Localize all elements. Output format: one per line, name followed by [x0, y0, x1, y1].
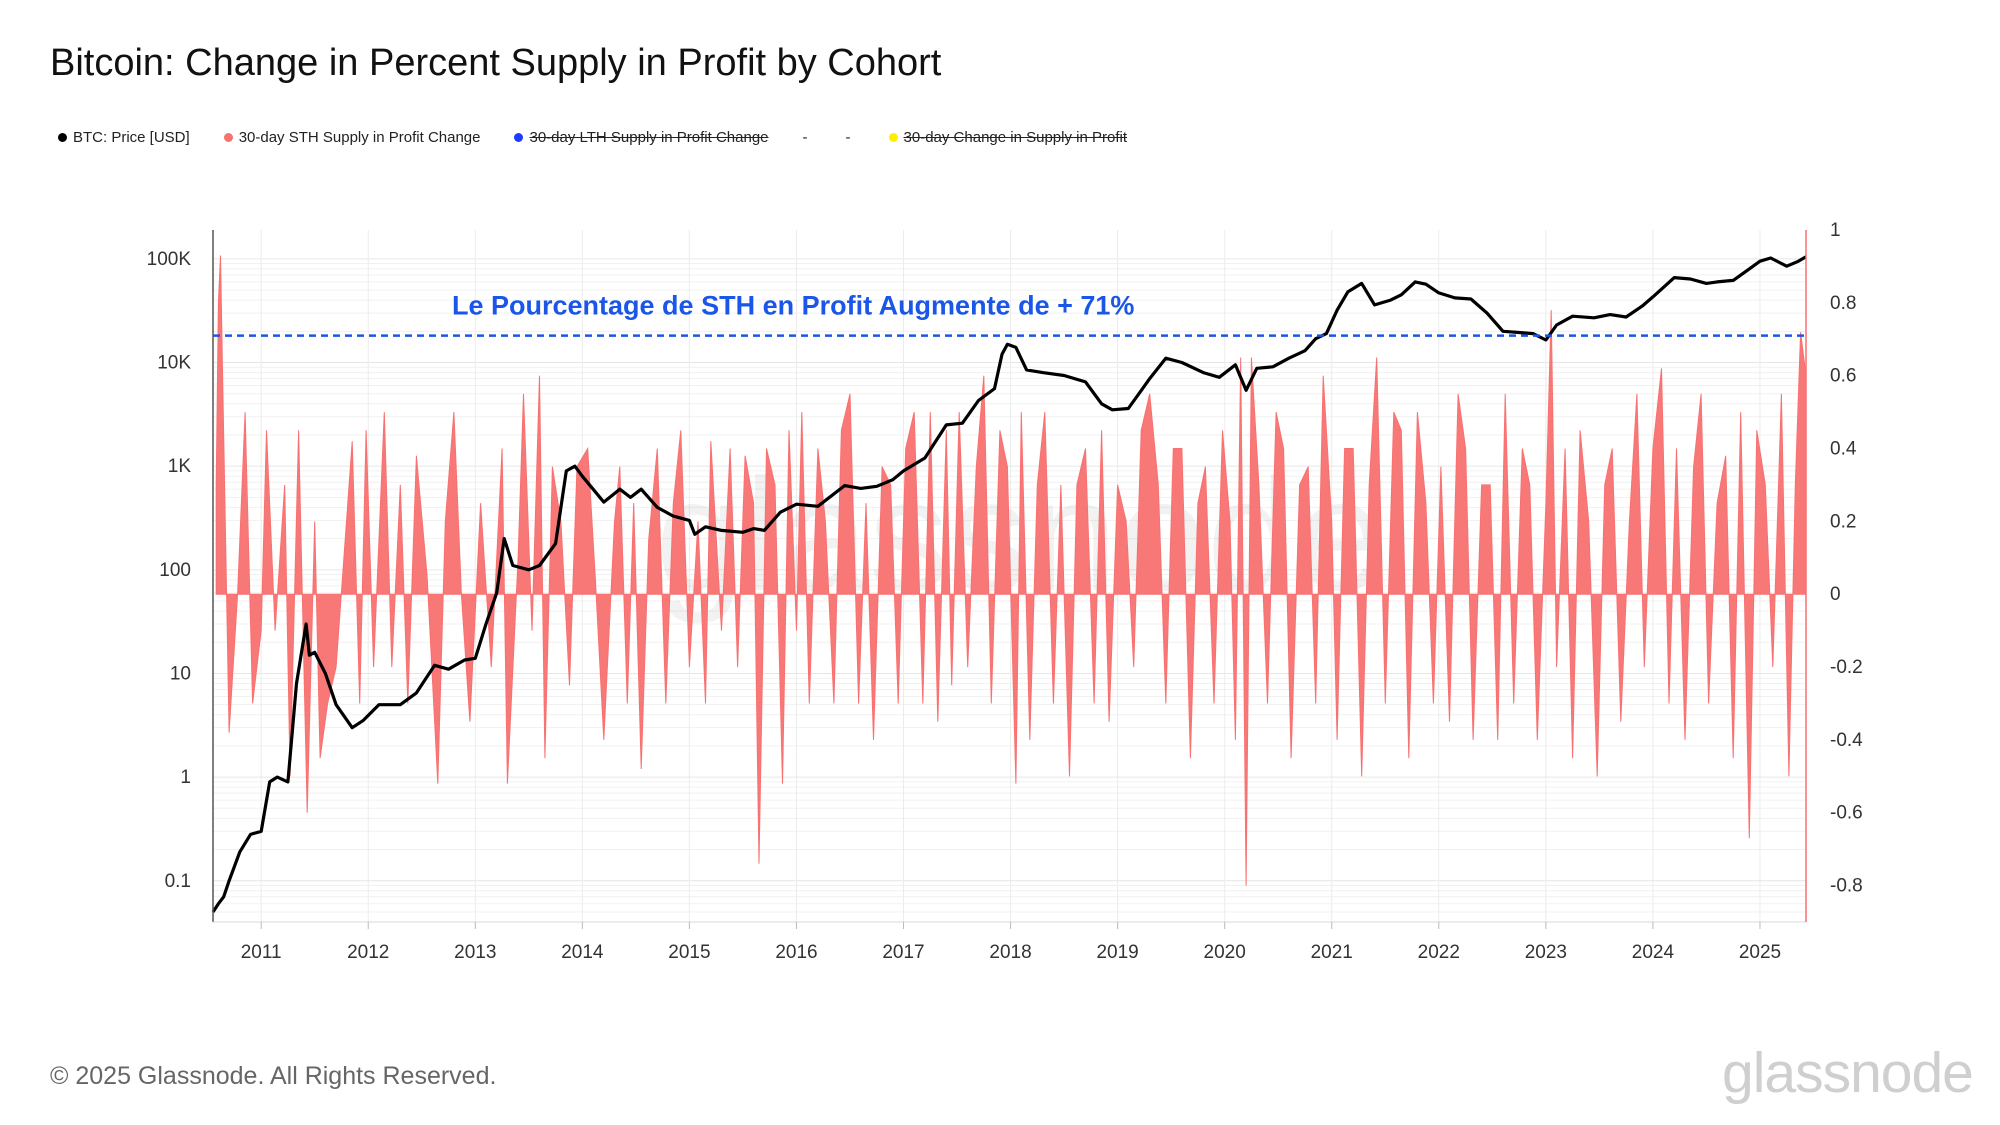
y-left-tick-label: 0.1 — [165, 871, 191, 892]
annotation-label: Le Pourcentage de STH en Profit Augmente… — [452, 291, 1134, 321]
x-tick-label: 2018 — [989, 942, 1031, 963]
legend-dot-icon — [888, 132, 898, 142]
axis-layer: 0.1 1 10 100 1K 10K 100K -0.8 -0.6 -0.4 -0.2 0 0.2 0.… — [147, 220, 1864, 963]
chart-legend: BTC: Price [USD] 30-day STH Supply in Pro… — [58, 127, 1161, 147]
x-tick-label: 2022 — [1418, 942, 1460, 963]
x-tick-label: 2021 — [1311, 942, 1353, 963]
glassnode-logo: glassnode — [1722, 1041, 1974, 1105]
y-right-tick-label: 0.4 — [1830, 439, 1857, 460]
x-tick-label: 2015 — [668, 942, 710, 963]
legend-label: 30-day Change in Supply in Profit — [903, 128, 1127, 146]
legend-label: 30-day LTH Supply in Profit Change — [529, 128, 769, 146]
legend-item[interactable]: 30-day Change in Supply in Profit — [888, 128, 1127, 146]
y-right-tick-label: 1 — [1830, 220, 1841, 241]
y-right-tick-label: 0 — [1830, 584, 1841, 605]
y-right-tick-label: 0.2 — [1830, 511, 1856, 532]
legend-separator: - — [845, 128, 851, 146]
x-tick-label: 2024 — [1632, 942, 1675, 963]
legend-item[interactable]: BTC: Price [USD] — [58, 129, 190, 146]
x-tick-label: 2011 — [241, 942, 282, 963]
y-right-tick-label: -0.8 — [1830, 876, 1863, 897]
x-tick-label: 2023 — [1525, 942, 1567, 963]
sth-supply-change-area — [215, 255, 1807, 886]
footer-copyright: © 2025 Glassnode. All Rights Reserved. — [50, 1062, 497, 1090]
legend-label: BTC: Price [USD] — [73, 128, 190, 146]
sth-area-layer — [215, 255, 1807, 886]
price-line-layer — [211, 255, 1807, 913]
legend-dot-icon — [514, 132, 524, 142]
x-tick-label: 2014 — [561, 942, 604, 963]
y-left-tick-label: 1 — [180, 767, 191, 788]
y-right-tick-label: 0.6 — [1830, 366, 1856, 387]
y-left-tick-label: 100K — [147, 249, 192, 270]
legend-dot-icon — [58, 132, 67, 142]
legend-label: 30-day STH Supply in Profit Change — [238, 128, 481, 146]
chart-title: Bitcoin: Change in Percent Supply in Pro… — [50, 42, 942, 84]
x-tick-label: 2012 — [347, 942, 389, 963]
legend-item[interactable]: 30-day STH Supply in Profit Change — [223, 128, 481, 146]
x-tick-label: 2020 — [1204, 942, 1246, 963]
legend-separator: - — [802, 128, 808, 146]
x-tick-label: 2017 — [882, 942, 924, 963]
x-tick-label: 2019 — [1096, 942, 1138, 963]
y-left-tick-label: 100 — [159, 560, 191, 581]
y-left-tick-label: 1K — [168, 456, 192, 477]
y-right-tick-label: -0.4 — [1830, 730, 1863, 751]
annotation-layer: Le Pourcentage de STH en Profit Augmente… — [213, 291, 1806, 337]
y-right-tick-label: -0.6 — [1830, 803, 1863, 824]
y-left-tick-label: 10K — [157, 353, 191, 374]
x-tick-label: 2016 — [775, 942, 817, 963]
x-tick-label: 2013 — [454, 942, 496, 963]
legend-dot-icon — [223, 132, 233, 142]
x-tick-label: 2025 — [1739, 942, 1781, 963]
y-right-tick-label: -0.2 — [1830, 657, 1863, 678]
y-right-tick-label: 0.8 — [1830, 293, 1856, 314]
legend-item[interactable]: 30-day LTH Supply in Profit Change — [514, 128, 769, 146]
y-left-tick-label: 10 — [170, 663, 191, 684]
